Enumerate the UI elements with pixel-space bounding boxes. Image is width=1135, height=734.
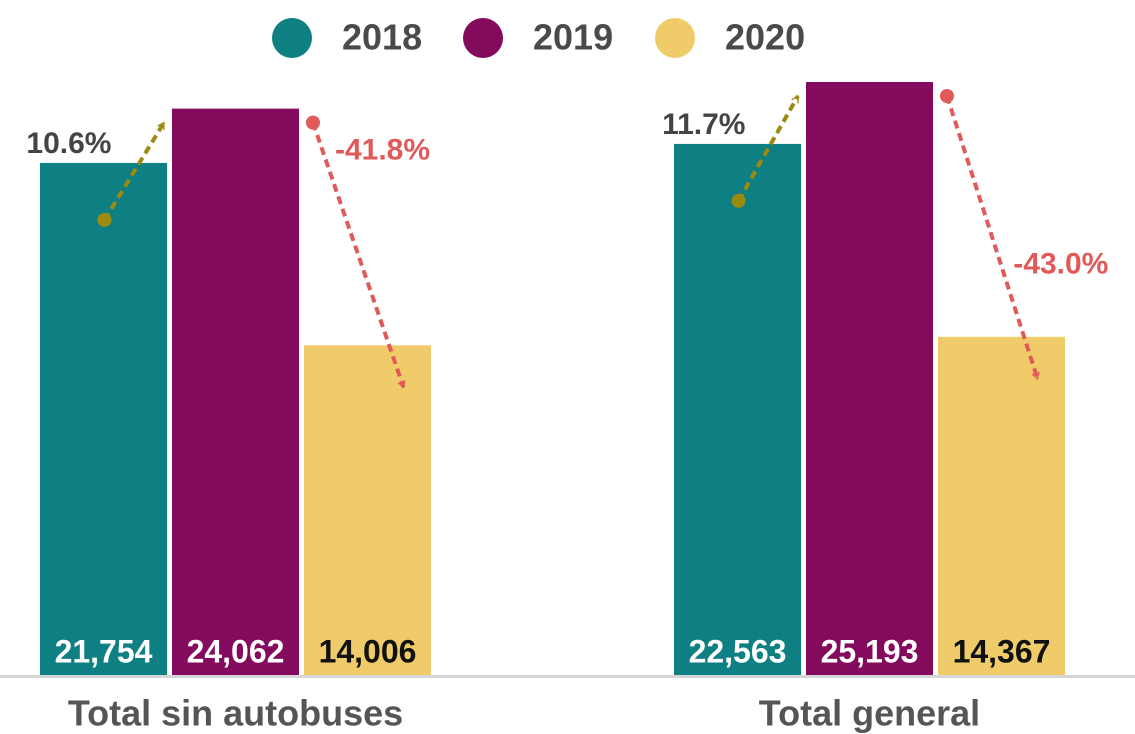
value-label: 24,062 [187,633,285,669]
decline-arrow [311,121,406,389]
growth-label: 10.6% [26,127,111,160]
bar [304,345,431,675]
legend-marker [655,18,695,58]
legend-marker [463,18,503,58]
value-label: 25,193 [821,633,919,669]
x-tick-label: Total sin autobuses [68,693,403,734]
bar [40,162,167,675]
bar [674,143,801,675]
legend-label: 2018 [342,17,422,58]
value-label: 21,754 [55,633,153,669]
growth-arrow [736,94,800,202]
decline-arrow [945,95,1040,381]
decline-dot [940,89,954,103]
decline-dot [306,115,320,130]
growth-dot [97,212,112,227]
bar [938,336,1065,675]
value-label: 14,006 [319,633,417,669]
growth-label: 11.7% [662,108,745,141]
bar [806,82,933,675]
x-tick-label: Total general [759,693,980,734]
bar [172,108,299,675]
legend-label: 2019 [533,17,613,58]
growth-dot [731,193,746,208]
value-label: 22,563 [689,633,787,669]
decline-label: -41.8% [335,134,430,167]
decline-label: -43.0% [1013,248,1108,281]
legend-marker [272,18,312,58]
growth-arrow [102,121,166,221]
value-label: 14,367 [953,633,1051,669]
legend-label: 2020 [725,17,805,58]
